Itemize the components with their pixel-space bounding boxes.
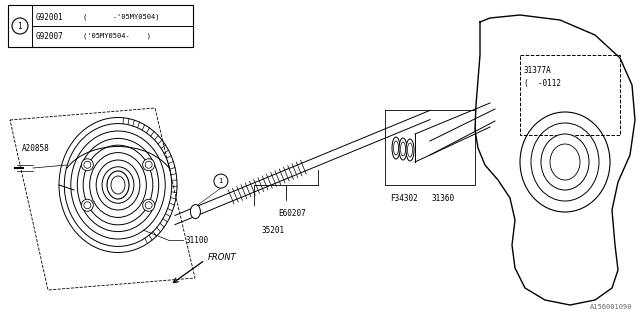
Text: (  -0112: ( -0112 <box>524 78 561 87</box>
Bar <box>8 5 193 47</box>
Text: 35201: 35201 <box>262 226 285 235</box>
Text: A156001090: A156001090 <box>589 304 632 310</box>
Ellipse shape <box>531 123 599 201</box>
Text: FRONT: FRONT <box>208 252 237 261</box>
Circle shape <box>143 199 155 211</box>
Ellipse shape <box>520 112 610 212</box>
Circle shape <box>214 174 228 188</box>
Text: E60207: E60207 <box>278 209 305 218</box>
Text: A20858: A20858 <box>22 143 50 153</box>
Circle shape <box>81 199 93 211</box>
Circle shape <box>143 159 155 171</box>
Ellipse shape <box>191 204 200 219</box>
Ellipse shape <box>541 134 589 190</box>
Ellipse shape <box>399 138 407 160</box>
Ellipse shape <box>550 144 580 180</box>
Text: (      -'05MY0504): ( -'05MY0504) <box>83 14 159 20</box>
Bar <box>520 55 620 135</box>
Text: ('05MY0504-    ): ('05MY0504- ) <box>83 33 151 39</box>
Text: 31100: 31100 <box>185 236 208 244</box>
Ellipse shape <box>392 137 400 159</box>
Text: 1: 1 <box>219 178 223 184</box>
Text: 1: 1 <box>18 21 22 30</box>
Circle shape <box>81 159 93 171</box>
Circle shape <box>12 18 28 34</box>
Text: F34302: F34302 <box>390 194 418 203</box>
Ellipse shape <box>107 171 129 199</box>
Text: G92001: G92001 <box>36 12 64 21</box>
Text: 31360: 31360 <box>432 194 455 203</box>
Ellipse shape <box>111 176 125 194</box>
Ellipse shape <box>406 139 414 161</box>
Text: G92007: G92007 <box>36 31 64 41</box>
Text: 31377A: 31377A <box>524 66 552 75</box>
